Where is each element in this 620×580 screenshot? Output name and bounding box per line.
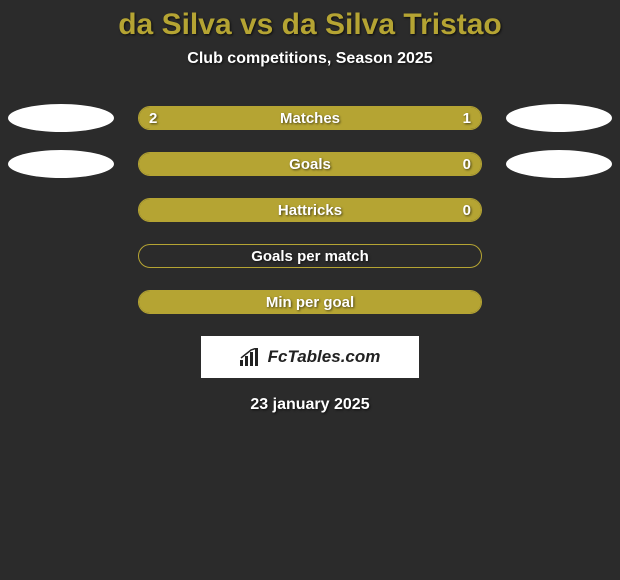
spacer: [506, 196, 612, 224]
stat-bar: Hattricks0: [138, 198, 482, 222]
bar-left-fill: [139, 291, 481, 313]
stat-row: Goals0: [0, 152, 620, 176]
stat-value-left: 2: [149, 107, 157, 129]
stat-value-right: 0: [463, 153, 471, 175]
title: da Silva vs da Silva Tristao: [0, 8, 620, 42]
bar-left-fill: [139, 107, 367, 129]
stat-row: Matches21: [0, 106, 620, 130]
stat-bar: Goals0: [138, 152, 482, 176]
stat-label: Goals per match: [139, 245, 481, 267]
chart-icon: [240, 348, 262, 366]
spacer: [8, 288, 114, 316]
bar-left-fill: [139, 153, 481, 175]
stat-rows: Matches21Goals0Hattricks0Goals per match…: [0, 106, 620, 314]
spacer: [506, 242, 612, 270]
datestamp: 23 january 2025: [0, 396, 620, 414]
stat-value-right: 1: [463, 107, 471, 129]
player-left-oval: [8, 104, 114, 132]
stat-bar: Min per goal: [138, 290, 482, 314]
stat-bar: Matches21: [138, 106, 482, 130]
subtitle: Club competitions, Season 2025: [0, 50, 620, 68]
player-right-oval: [506, 150, 612, 178]
stat-row: Min per goal: [0, 290, 620, 314]
player-right-oval: [506, 104, 612, 132]
stat-value-right: 0: [463, 199, 471, 221]
spacer: [8, 242, 114, 270]
stat-row: Hattricks0: [0, 198, 620, 222]
spacer: [8, 196, 114, 224]
branding-badge[interactable]: FcTables.com: [201, 336, 419, 378]
stat-bar: Goals per match: [138, 244, 482, 268]
bar-left-fill: [139, 199, 481, 221]
player-left-oval: [8, 150, 114, 178]
stat-row: Goals per match: [0, 244, 620, 268]
spacer: [506, 288, 612, 316]
comparison-widget: da Silva vs da Silva Tristao Club compet…: [0, 0, 620, 414]
branding-text: FcTables.com: [268, 347, 381, 367]
